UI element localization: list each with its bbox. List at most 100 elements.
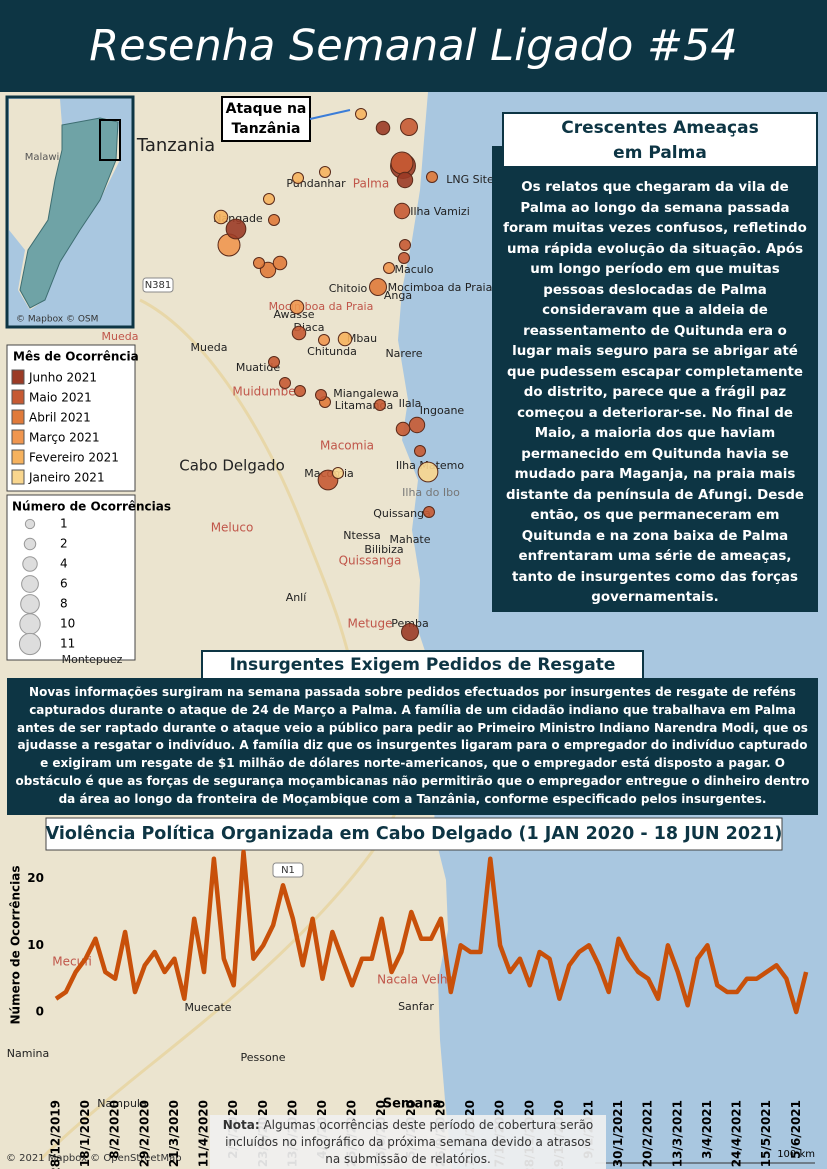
occurrence-marker bbox=[332, 467, 344, 479]
place-label: Mocimboa da Praia bbox=[388, 281, 493, 294]
callout-arrow bbox=[309, 109, 351, 120]
place-label: Chitoio bbox=[329, 282, 368, 295]
size-swatch bbox=[18, 632, 42, 656]
occurrence-marker bbox=[225, 218, 247, 240]
x-tick-label: 18/1/2020 bbox=[78, 1100, 92, 1167]
legend-swatch bbox=[11, 469, 25, 485]
y-tick-label: 10 bbox=[27, 938, 44, 952]
legend-swatch bbox=[11, 409, 25, 425]
callout-box bbox=[221, 96, 311, 142]
inset-credit: © Mapbox © OSM bbox=[16, 315, 98, 325]
legend-label: 8 bbox=[60, 597, 68, 611]
panel-text: Novas informações surgiram na semana pas… bbox=[7, 678, 818, 815]
size-swatch bbox=[24, 518, 36, 530]
size-swatch bbox=[19, 613, 41, 635]
legend-label: Fevereiro 2021 bbox=[29, 451, 119, 465]
panel-title: Insurgentes Exigem Pedidos de Resgate bbox=[201, 650, 644, 680]
occurrence-marker bbox=[318, 334, 330, 346]
note: Nota: Algumas ocorrências deste período … bbox=[210, 1115, 606, 1169]
legend-label: Maio 2021 bbox=[29, 391, 92, 405]
place-label: Tanzania bbox=[136, 135, 215, 156]
x-tick-label: 11/4/2020 bbox=[197, 1100, 211, 1167]
place-label: Quissanga bbox=[373, 507, 431, 520]
place-label: Miangalewa bbox=[333, 387, 399, 400]
occurrence-marker bbox=[426, 171, 438, 183]
occurrence-marker bbox=[393, 202, 411, 220]
inset-extent bbox=[99, 119, 121, 161]
scale-label: 100 km bbox=[777, 1149, 815, 1160]
occurrence-marker bbox=[396, 171, 414, 189]
inset-mozambique bbox=[19, 117, 119, 309]
x-tick-label: 5/6/2021 bbox=[789, 1100, 803, 1159]
legend-label: 11 bbox=[60, 637, 75, 651]
size-swatch bbox=[23, 537, 37, 551]
legend-swatch bbox=[11, 449, 25, 465]
y-tick-label: 0 bbox=[36, 1005, 44, 1019]
place-label: LNG Site bbox=[446, 173, 494, 186]
x-tick-label: 15/5/2021 bbox=[759, 1100, 773, 1167]
series-line bbox=[54, 849, 809, 1015]
y-axis-label: Número de Ocorrências bbox=[9, 865, 23, 1024]
place-label: Palma bbox=[353, 177, 389, 191]
panel-title: Crescentes Ameaças em Palma bbox=[502, 112, 818, 168]
occurrence-marker bbox=[398, 252, 410, 264]
legend-label: Janeiro 2021 bbox=[28, 471, 105, 485]
legend-title: Mês de Ocorrência bbox=[13, 350, 139, 364]
legend-swatch bbox=[11, 369, 25, 385]
place-label: Chitunda bbox=[307, 345, 357, 358]
chart-title: Violência Política Organizada em Cabo De… bbox=[46, 824, 783, 844]
place-label: Ingoane bbox=[420, 404, 465, 417]
occurrence-marker bbox=[337, 331, 353, 347]
place-label: Sanfar bbox=[398, 1000, 434, 1013]
occurrence-marker bbox=[289, 299, 305, 315]
place-label: Meluco bbox=[211, 521, 254, 535]
occurrence-marker bbox=[400, 118, 418, 136]
occurrence-marker bbox=[294, 385, 306, 397]
place-label: Muecate bbox=[184, 1001, 231, 1014]
occurrence-marker bbox=[291, 325, 307, 341]
occurrence-marker bbox=[259, 261, 277, 279]
place-label: Bilibiza bbox=[364, 543, 403, 556]
x-tick-label: 13/3/2021 bbox=[670, 1100, 684, 1167]
place-label: Pessone bbox=[241, 1051, 286, 1064]
size-swatch bbox=[22, 556, 38, 572]
occurrence-marker bbox=[253, 257, 265, 269]
occurrence-marker bbox=[268, 214, 280, 226]
place-label: Anlí bbox=[286, 591, 308, 604]
x-tick-label: 30/1/2021 bbox=[611, 1100, 625, 1167]
size-swatch bbox=[20, 594, 40, 614]
legend-label: 2 bbox=[60, 537, 68, 551]
note-text: Algumas ocorrências deste período de cob… bbox=[225, 1118, 594, 1166]
x-tick-label: 3/4/2021 bbox=[700, 1100, 714, 1159]
occurrence-marker bbox=[423, 506, 435, 518]
occurrence-marker bbox=[399, 239, 411, 251]
title-line: em Palma bbox=[613, 143, 707, 163]
occurrence-marker bbox=[401, 623, 419, 641]
place-label: Macomia bbox=[320, 439, 374, 453]
road bbox=[139, 298, 362, 701]
legend-label: Junho 2021 bbox=[28, 371, 97, 385]
place-label: Ntessa bbox=[343, 529, 381, 542]
occurrence-marker bbox=[272, 255, 288, 271]
occurrence-marker bbox=[375, 120, 391, 136]
occurrence-marker bbox=[395, 421, 411, 437]
callout-text: Ataque na bbox=[226, 101, 307, 117]
road-badge bbox=[272, 862, 304, 878]
x-tick-label: 24/4/2021 bbox=[730, 1100, 744, 1167]
occurrence-marker bbox=[390, 151, 414, 175]
x-tick-label: 28/12/2019 bbox=[49, 1100, 63, 1169]
occurrence-marker bbox=[383, 262, 395, 274]
legend-label: 1 bbox=[60, 517, 68, 531]
place-label: Montepuez bbox=[62, 653, 123, 666]
place-label: Metuge bbox=[347, 617, 392, 631]
place-label: Ilala bbox=[399, 397, 422, 410]
occurrence-marker bbox=[369, 278, 387, 296]
occurrence-marker bbox=[263, 193, 275, 205]
panel-text: Os relatos que chegaram da vila de Palma… bbox=[492, 146, 818, 612]
place-label: Mahate bbox=[389, 533, 430, 546]
x-tick-label: 20/2/2021 bbox=[641, 1100, 655, 1167]
road-badge bbox=[142, 277, 174, 293]
legend-label: 10 bbox=[60, 617, 75, 631]
legend-title: Número de Ocorrências bbox=[12, 500, 171, 514]
